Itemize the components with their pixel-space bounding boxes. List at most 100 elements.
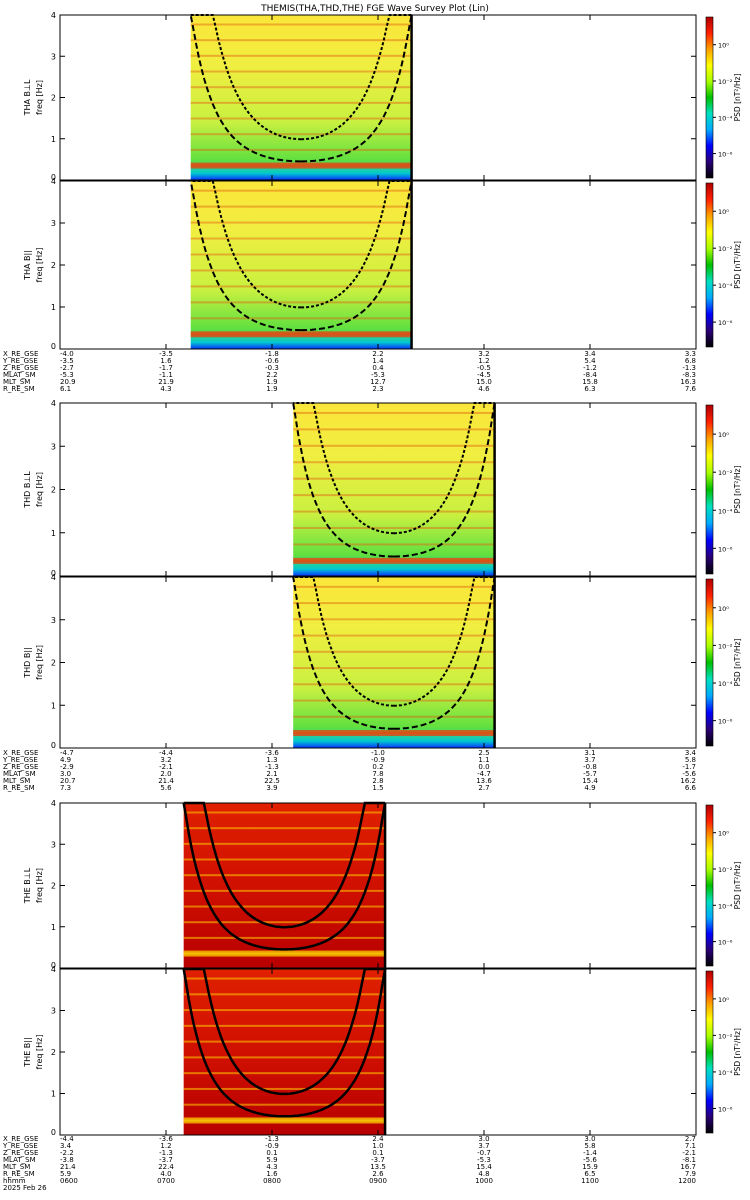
ephemeris-value: -2.2	[60, 1149, 74, 1157]
ephemeris-value: 2.3	[372, 385, 383, 393]
ephemeris-value: 1.1	[478, 756, 489, 764]
ephemeris-value: 6.5	[584, 1170, 595, 1178]
colorbar	[705, 578, 714, 747]
y-tick-label: 4	[51, 965, 56, 974]
y-axis-label: freq [Hz]	[35, 868, 44, 903]
harmonic-band	[293, 683, 495, 686]
ephemeris-value: -3.5	[159, 350, 173, 358]
ephemeris-value: -0.9	[265, 1142, 279, 1150]
ephemeris-value: 1.6	[160, 357, 172, 365]
harmonic-band	[190, 205, 412, 208]
harmonic-band	[293, 428, 495, 431]
harmonic-band	[190, 221, 412, 224]
harmonic-band	[190, 117, 412, 120]
colorbar-label: PSD [nT²/Hz]	[733, 74, 742, 122]
ephemeris-value: -1.8	[265, 350, 279, 358]
colorbar-label: PSD [nT²/Hz]	[733, 1028, 742, 1076]
harmonic-band	[183, 842, 386, 845]
y-tick-label: 3	[51, 219, 56, 228]
colorbar-tick-label: 10⁻⁴	[718, 114, 733, 122]
ephemeris-value: -1.1	[159, 371, 173, 379]
colorbar-tick-label: 10⁻⁶	[718, 151, 733, 159]
harmonic-band	[293, 461, 495, 464]
intense-band	[190, 331, 412, 338]
ephemeris-row-name: Z_RE_GSE	[3, 1149, 38, 1157]
ephemeris-value: -0.8	[583, 763, 597, 771]
harmonic-band	[183, 874, 386, 877]
harmonic-band	[183, 811, 386, 814]
ephemeris-value: -3.6	[159, 1135, 173, 1143]
harmonic-band	[190, 269, 412, 272]
ephemeris-value: -1.3	[682, 364, 696, 372]
ephemeris-row-name: Z_RE_GSE	[3, 763, 38, 771]
ephemeris-value: 16.2	[680, 777, 696, 785]
ephemeris-value: -8.3	[682, 371, 696, 379]
y-tick-label: 1	[51, 303, 56, 312]
ephemeris-row-name: X_RE_GSE	[3, 749, 38, 757]
model-frequency-curve	[189, 180, 302, 332]
y-tick-label: 1	[51, 1090, 56, 1099]
ephemeris-value: 6.8	[685, 357, 696, 365]
ephemeris-value: 3.2	[478, 350, 489, 358]
colorbar	[705, 804, 714, 967]
colorbar-tick-label: 10⁻⁶	[718, 939, 733, 947]
colorbar-label: PSD [nT²/Hz]	[733, 466, 742, 514]
ephemeris-value: 3.4	[60, 1142, 72, 1150]
ephemeris-row-name: R_RE_SM	[3, 784, 35, 792]
ephemeris-value: 21.4	[60, 1163, 76, 1171]
ephemeris-value: -4.7	[477, 770, 491, 778]
ephemeris-row-name: Z_RE_GSE	[3, 364, 38, 372]
ephemeris-value: 1.6	[266, 1170, 278, 1178]
ephemeris-value: -0.5	[477, 364, 491, 372]
ephemeris-table: X_RE_GSE -4.4 -3.6 -1.3 2.4 3.0 3.0 2.7 Y_RE_GSE…	[2, 1135, 696, 1192]
ephemeris-value: 2.4	[372, 1135, 384, 1143]
ephemeris-value: 0700	[157, 1177, 175, 1185]
ephemeris-value: 21.4	[158, 777, 174, 785]
y-tick-label: 0	[51, 961, 56, 970]
ephemeris-value: 7.3	[60, 784, 71, 792]
harmonic-band	[190, 39, 412, 42]
model-frequency-curve	[301, 180, 413, 332]
ephemeris-table: X_RE_GSE -4.0 -3.5 -1.8 2.2 3.2 3.4 3.3Y_RE_GSE…	[2, 350, 697, 393]
ephemeris-value: 16.3	[680, 378, 696, 386]
harmonic-band	[190, 101, 412, 104]
colorbar	[705, 16, 714, 179]
harmonic-band	[183, 905, 386, 908]
y-tick-label: 3	[51, 840, 56, 849]
spectrogram-data	[190, 181, 412, 349]
spectrogram-panel: 0 1 2 3 4 THE B⊥L freq [Hz] 10⁰ 10⁻² 10⁻⁴ 10⁻⁶ PSD …	[23, 799, 742, 970]
spectrogram-data	[183, 803, 386, 968]
ephemeris-value: 6.3	[584, 385, 595, 393]
ephemeris-value: 3.4	[685, 749, 697, 757]
ephemeris-row-name: R_RE_SM	[3, 1170, 35, 1178]
y-tick-label: 0	[51, 173, 56, 182]
ephemeris-value: -2.1	[159, 763, 173, 771]
ephemeris-value: 16.7	[680, 1163, 696, 1171]
ephemeris-value: 1.2	[160, 1142, 171, 1150]
colorbar-tick-label: 10⁻⁴	[718, 507, 733, 515]
ephemeris-value: 2.6	[372, 1170, 384, 1178]
ephemeris-value: 3.0	[584, 1135, 595, 1143]
ephemeris-value: 1.9	[266, 378, 277, 386]
y-axis-label: freq [Hz]	[35, 80, 44, 115]
ephemeris-value: 5.4	[584, 357, 596, 365]
ephemeris-value: 1200	[678, 1177, 696, 1185]
y-tick-label: 2	[51, 261, 56, 270]
ephemeris-value: 22.5	[264, 777, 280, 785]
model-frequency-curve	[292, 576, 394, 730]
y-tick-label: 4	[51, 573, 56, 582]
ephemeris-value: 4.3	[160, 385, 171, 393]
y-tick-label: 2	[51, 1048, 56, 1057]
ephemeris-value: 4.8	[478, 1170, 489, 1178]
ephemeris-value: -8.1	[682, 1156, 696, 1164]
model-frequency-curve	[293, 576, 394, 707]
model-frequency-curve	[292, 402, 394, 558]
spectrogram-panel: 0 1 2 3 4 THE B|| freq [Hz] 10⁰ 10⁻² 10⁻⁴ 10⁻⁶ PSD …	[23, 965, 742, 1137]
ephemeris-value: 5.8	[584, 1142, 595, 1150]
ephemeris-value: 13.5	[370, 1163, 386, 1171]
ephemeris-value: 4.6	[478, 385, 490, 393]
ephemeris-value: 4.0	[160, 1170, 171, 1178]
ephemeris-value: 0.1	[266, 1149, 277, 1157]
